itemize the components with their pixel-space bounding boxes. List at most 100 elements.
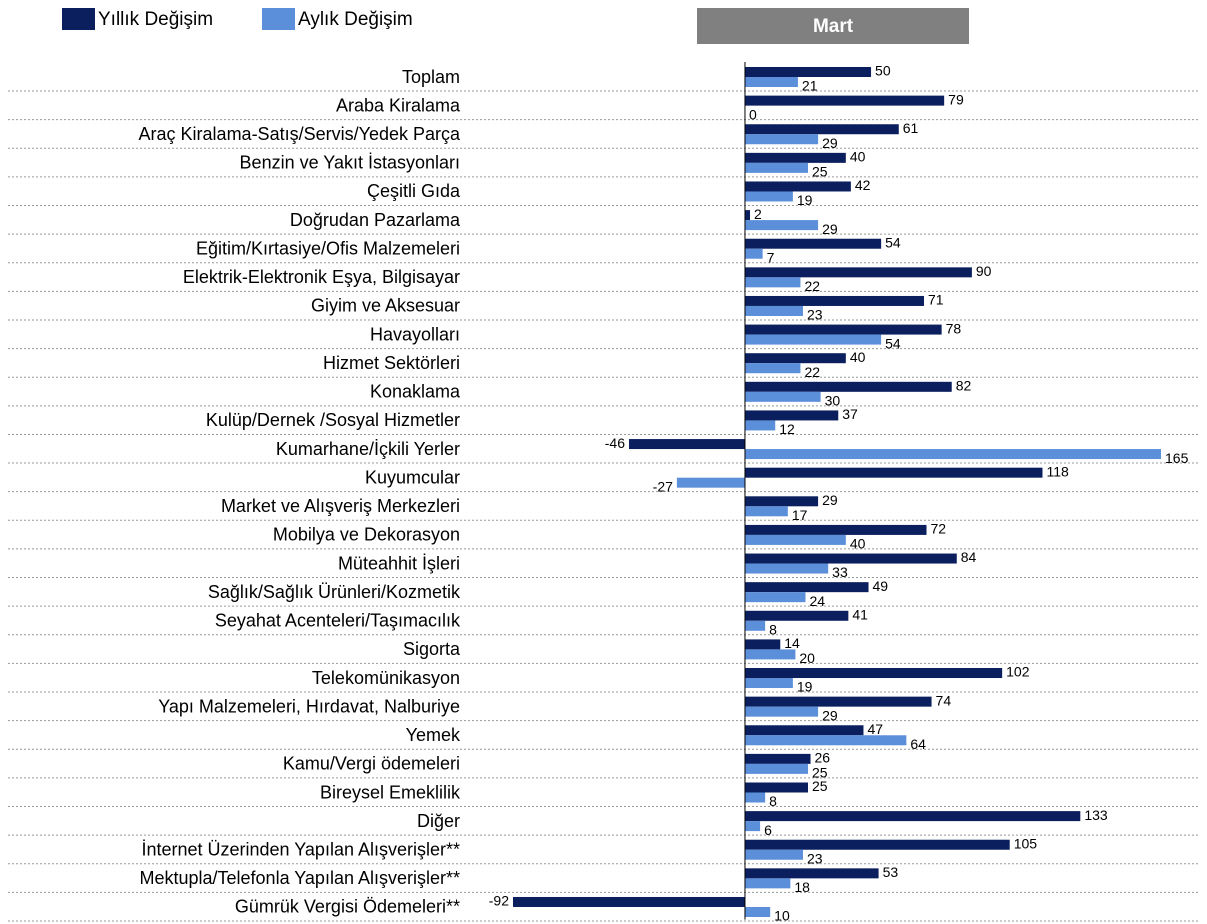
- value-label: -27: [653, 478, 673, 494]
- value-label: 133: [1084, 807, 1108, 823]
- value-label: 42: [855, 177, 871, 193]
- bar: [744, 649, 796, 660]
- bar: [744, 220, 819, 231]
- value-label: 19: [797, 679, 813, 695]
- bar: [744, 238, 882, 249]
- value-label: 20: [799, 650, 815, 666]
- bar: [744, 563, 829, 574]
- value-label: 7: [767, 249, 775, 265]
- legend-label: Yıllık Değişim: [98, 9, 213, 30]
- bar: [744, 534, 846, 545]
- bar: [744, 134, 819, 145]
- value-label: 105: [1014, 835, 1038, 851]
- bar: [744, 592, 806, 603]
- bar: [744, 678, 793, 689]
- bar: [744, 792, 766, 803]
- value-label: 25: [812, 164, 828, 180]
- value-label: 8: [769, 793, 777, 809]
- bar: [744, 906, 771, 917]
- header: Mart: [813, 16, 854, 37]
- value-label: 2: [754, 206, 762, 222]
- value-label: 41: [852, 606, 868, 622]
- category-label: Havayolları: [370, 324, 460, 344]
- bar: [744, 191, 793, 202]
- value-label: 29: [822, 492, 838, 508]
- value-label: -46: [605, 435, 625, 451]
- category-label: Kuyumcular: [365, 467, 460, 487]
- bar: [744, 381, 952, 392]
- value-label: 40: [850, 536, 866, 552]
- bar: [744, 639, 781, 650]
- bar: [744, 391, 821, 402]
- bar: [744, 410, 839, 421]
- category-label: Gümrük Vergisi Ödemeleri**: [235, 897, 460, 917]
- bar: [744, 295, 924, 306]
- bar: [744, 95, 945, 106]
- category-label: Benzin ve Yakıt İstasyonları: [240, 153, 460, 173]
- value-label: 29: [822, 707, 838, 723]
- category-label: Doğrudan Pazarlama: [290, 210, 461, 230]
- bar: [744, 305, 803, 316]
- bar: [744, 668, 1003, 679]
- category-label: Müteahhit İşleri: [338, 553, 460, 573]
- legend-swatch: [62, 8, 95, 30]
- value-label: 22: [804, 364, 820, 380]
- category-label: Kumarhane/İçkili Yerler: [276, 439, 460, 459]
- value-label: 24: [809, 593, 825, 609]
- bar: [744, 868, 879, 879]
- bar: [744, 467, 1043, 478]
- value-label: 49: [873, 578, 889, 594]
- bar: [744, 124, 899, 135]
- bar: [744, 496, 819, 507]
- value-label: 6: [764, 822, 772, 838]
- category-label: Kulüp/Dernek /Sosyal Hizmetler: [206, 410, 460, 430]
- value-label: 72: [931, 521, 947, 537]
- category-label: Mobilya ve Dekorasyon: [273, 525, 460, 545]
- bar: [744, 706, 819, 717]
- value-label: 54: [885, 234, 901, 250]
- bar: [744, 77, 798, 87]
- category-label: Sağlık/Sağlık Ürünleri/Kozmetik: [208, 582, 461, 602]
- value-label: 18: [794, 879, 810, 895]
- category-label: Diğer: [417, 811, 460, 831]
- value-label: 79: [948, 91, 964, 107]
- bar: [744, 210, 751, 221]
- value-label: 54: [885, 335, 901, 351]
- value-label: 12: [779, 421, 795, 437]
- value-label: 71: [928, 292, 944, 308]
- bar: [744, 162, 809, 173]
- value-label: 29: [822, 221, 838, 237]
- value-label: 50: [875, 63, 891, 79]
- value-label: 78: [946, 320, 962, 336]
- category-label: Eğitim/Kırtasiye/Ofis Malzemeleri: [196, 238, 460, 258]
- category-label: Araba Kiralama: [336, 95, 461, 115]
- bar: [628, 439, 745, 450]
- category-label: Kamu/Vergi ödemeleri: [283, 754, 460, 774]
- value-label: 25: [812, 765, 828, 781]
- category-label: Giyim ve Aksesuar: [311, 296, 460, 316]
- category-label: Araç Kiralama-Satış/Servis/Yedek Parça: [139, 124, 461, 144]
- category-label: Sigorta: [403, 639, 461, 659]
- bar: [744, 420, 776, 431]
- category-label: Çeşitli Gıda: [367, 181, 461, 201]
- value-label: 53: [883, 864, 899, 880]
- value-label: 21: [802, 78, 818, 94]
- bar: [744, 696, 932, 707]
- bar: [744, 277, 801, 288]
- bar: [744, 753, 811, 764]
- bar: [744, 610, 849, 621]
- bar: [744, 506, 788, 517]
- category-label: Elektrik-Elektronik Eşya, Bilgisayar: [183, 267, 460, 287]
- bar: [513, 896, 745, 907]
- bar: [744, 839, 1010, 850]
- value-label: 37: [842, 406, 858, 422]
- bar: [744, 248, 763, 259]
- value-label: 90: [976, 263, 992, 279]
- category-label: Bireysel Emeklilik: [320, 782, 461, 802]
- legend-swatch: [262, 8, 295, 30]
- bar: [676, 477, 745, 488]
- bar: [744, 267, 972, 278]
- category-label: Market ve Alışveriş Merkezleri: [221, 496, 460, 516]
- bar: [744, 553, 957, 564]
- category-label: Hizmet Sektörleri: [323, 353, 460, 373]
